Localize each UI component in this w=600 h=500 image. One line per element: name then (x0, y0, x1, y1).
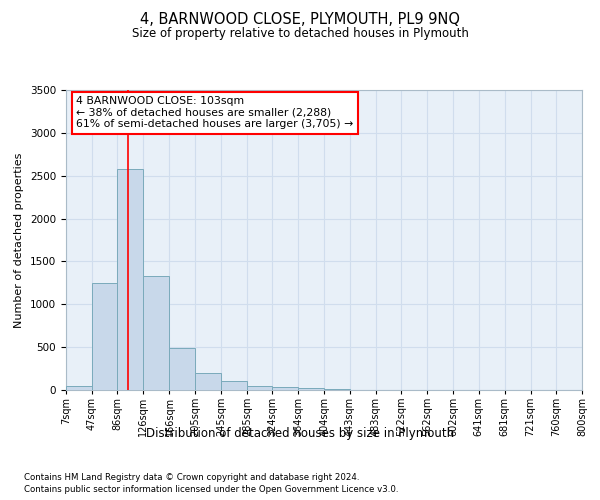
Bar (92, 283, 118, 390)
Text: Contains HM Land Registry data © Crown copyright and database right 2024.: Contains HM Land Registry data © Crown c… (24, 472, 359, 482)
Bar (195, 373, 221, 390)
Text: 4, BARNWOOD CLOSE, PLYMOUTH, PL9 9NQ: 4, BARNWOOD CLOSE, PLYMOUTH, PL9 9NQ (140, 12, 460, 28)
Text: Size of property relative to detached houses in Plymouth: Size of property relative to detached ho… (131, 28, 469, 40)
Bar (272, 386, 298, 390)
Y-axis label: Number of detached properties: Number of detached properties (14, 152, 25, 328)
Text: 4 BARNWOOD CLOSE: 103sqm
← 38% of detached houses are smaller (2,288)
61% of sem: 4 BARNWOOD CLOSE: 103sqm ← 38% of detach… (76, 96, 353, 129)
Text: Distribution of detached houses by size in Plymouth: Distribution of detached houses by size … (146, 428, 454, 440)
Bar (66, 386, 92, 390)
Text: Contains public sector information licensed under the Open Government Licence v3: Contains public sector information licen… (24, 485, 398, 494)
Bar (325, 388, 350, 390)
Bar (221, 380, 247, 390)
Bar (169, 348, 195, 390)
Bar (143, 276, 169, 390)
Bar (118, 169, 143, 390)
Bar (298, 388, 325, 390)
Bar (247, 386, 272, 390)
